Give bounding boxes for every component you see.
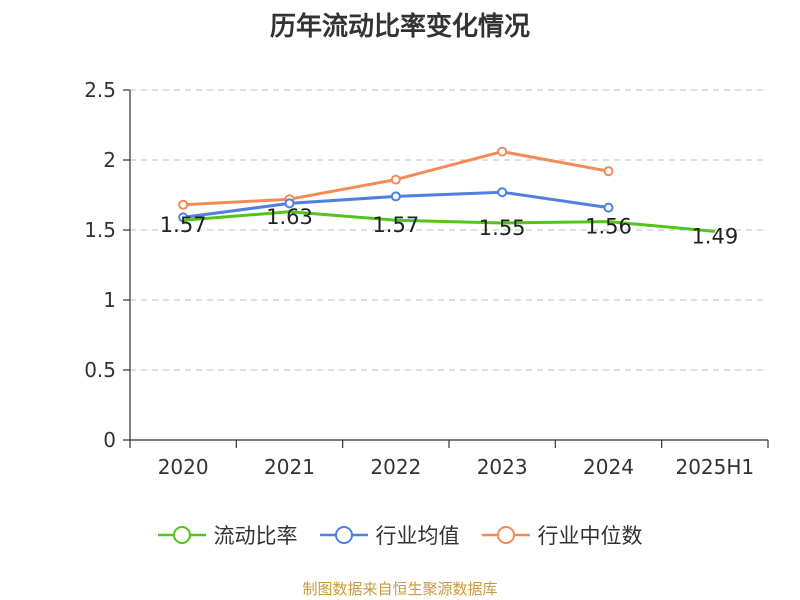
series-point-industry-median [497, 146, 508, 157]
data-label: 1.49 [691, 224, 738, 248]
y-tick-label: 0 [103, 428, 116, 452]
y-tick-label: 1 [103, 288, 116, 312]
data-label: 1.55 [479, 216, 526, 240]
legend-swatch-industry-median [481, 526, 530, 544]
legend-label-industry-mean: 行业均值 [375, 524, 460, 548]
chart-legend: 流动比率 行业均值 行业中位数 [0, 520, 800, 550]
x-tick-label: 2024 [583, 455, 634, 479]
series-point-industry-mean [497, 187, 508, 198]
data-label: 1.63 [266, 205, 313, 229]
y-tick-label: 1.5 [84, 218, 116, 242]
legend-item-industry-median[interactable]: 行业中位数 [481, 520, 643, 550]
x-tick-label: 2022 [370, 455, 421, 479]
chart-title: 历年流动比率变化情况 [269, 12, 530, 42]
legend-label-current-ratio: 流动比率 [213, 524, 298, 548]
legend-item-industry-mean[interactable]: 行业均值 [319, 520, 460, 550]
x-tick-label: 2023 [477, 455, 528, 479]
series-point-industry-median [390, 174, 401, 185]
y-tick-label: 0.5 [84, 358, 116, 382]
source-note: 制图数据来自恒生聚源数据库 [302, 580, 498, 598]
y-tick-label: 2 [103, 148, 116, 172]
x-tick-label: 2025H1 [675, 455, 754, 479]
series-point-industry-mean [390, 191, 401, 202]
data-label: 1.56 [585, 215, 632, 239]
legend-swatch-current-ratio [157, 526, 206, 544]
series-point-industry-mean [603, 202, 614, 213]
data-label: 1.57 [372, 213, 419, 237]
legend-label-industry-median: 行业中位数 [537, 524, 643, 548]
series-point-industry-median [603, 166, 614, 177]
x-tick-label: 2020 [158, 455, 209, 479]
series-point-industry-median [178, 199, 189, 210]
legend-swatch-industry-mean [319, 526, 368, 544]
y-tick-label: 2.5 [84, 78, 116, 102]
series-point-industry-mean [284, 198, 295, 209]
x-tick-label: 2021 [264, 455, 315, 479]
series-line-current-ratio [183, 210, 715, 233]
data-label: 1.57 [160, 213, 207, 237]
legend-item-current-ratio[interactable]: 流动比率 [157, 520, 298, 550]
